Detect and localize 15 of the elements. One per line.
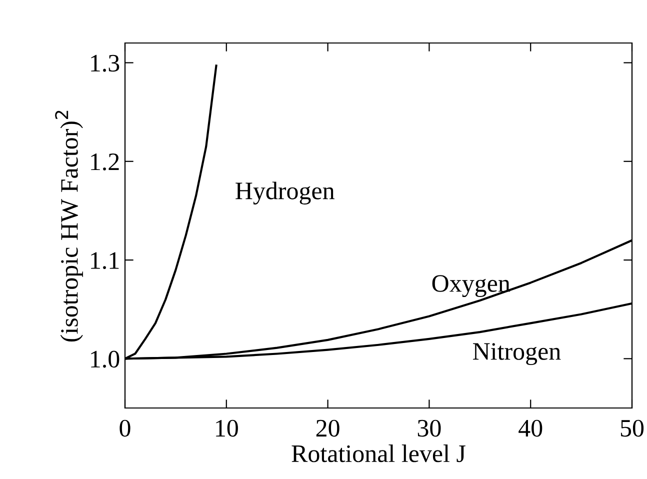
y-axis-title: (isotropic HW Factor)$^{2}$ <box>55 110 83 342</box>
series-label: Hydrogen <box>236 182 334 204</box>
x-axis-title: Rotational level J <box>292 444 466 462</box>
x-tick-label: 10 <box>216 420 238 437</box>
series-label: Oxygen <box>432 275 510 298</box>
y-tick-label: 1.2 <box>91 154 119 170</box>
x-tick-label: 20 <box>316 420 340 437</box>
x-tick-label: 40 <box>518 420 542 437</box>
x-tick-label: 30 <box>418 420 441 437</box>
series-label: Nitrogen <box>472 343 561 366</box>
y-tick-label: 1.1 <box>91 252 119 270</box>
y-tick-label: 1.3 <box>91 54 120 72</box>
x-tick-label: 50 <box>620 420 644 437</box>
x-tick-label: 0 <box>120 420 130 437</box>
y-tick-label: 1.0 <box>91 350 120 368</box>
